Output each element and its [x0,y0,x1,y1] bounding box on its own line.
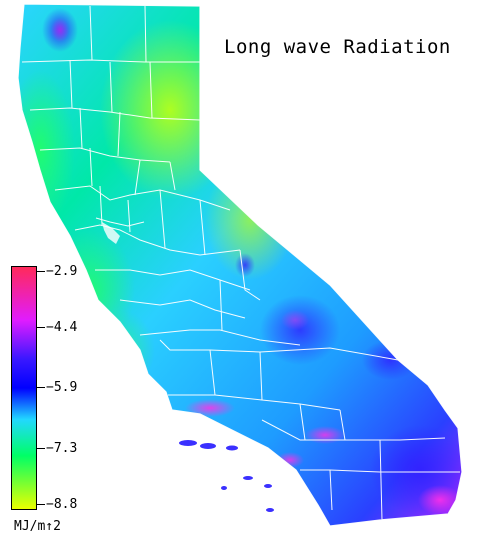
colorbar-tick-label: −8.8 [46,497,78,512]
colorbar-tick-label: −5.9 [46,380,78,395]
colorbar-tick [37,387,45,388]
colorbar-unit: MJ/m↑2 [14,519,61,534]
channel-islands [179,440,274,512]
colorbar-tick [37,271,45,272]
san-francisco-bay [102,222,120,244]
colorbar-tick [37,504,45,505]
state-fill [18,4,462,526]
colorbar [11,266,37,510]
colorbar-tick-label: −2.9 [46,264,78,279]
colorbar-tick [37,448,45,449]
colorbar-tick [37,327,45,328]
colorbar-tick-label: −7.3 [46,441,78,456]
map-title: Long wave Radiation [224,36,451,58]
county-boundaries [17,3,463,527]
colorbar-tick-label: −4.4 [46,320,78,335]
